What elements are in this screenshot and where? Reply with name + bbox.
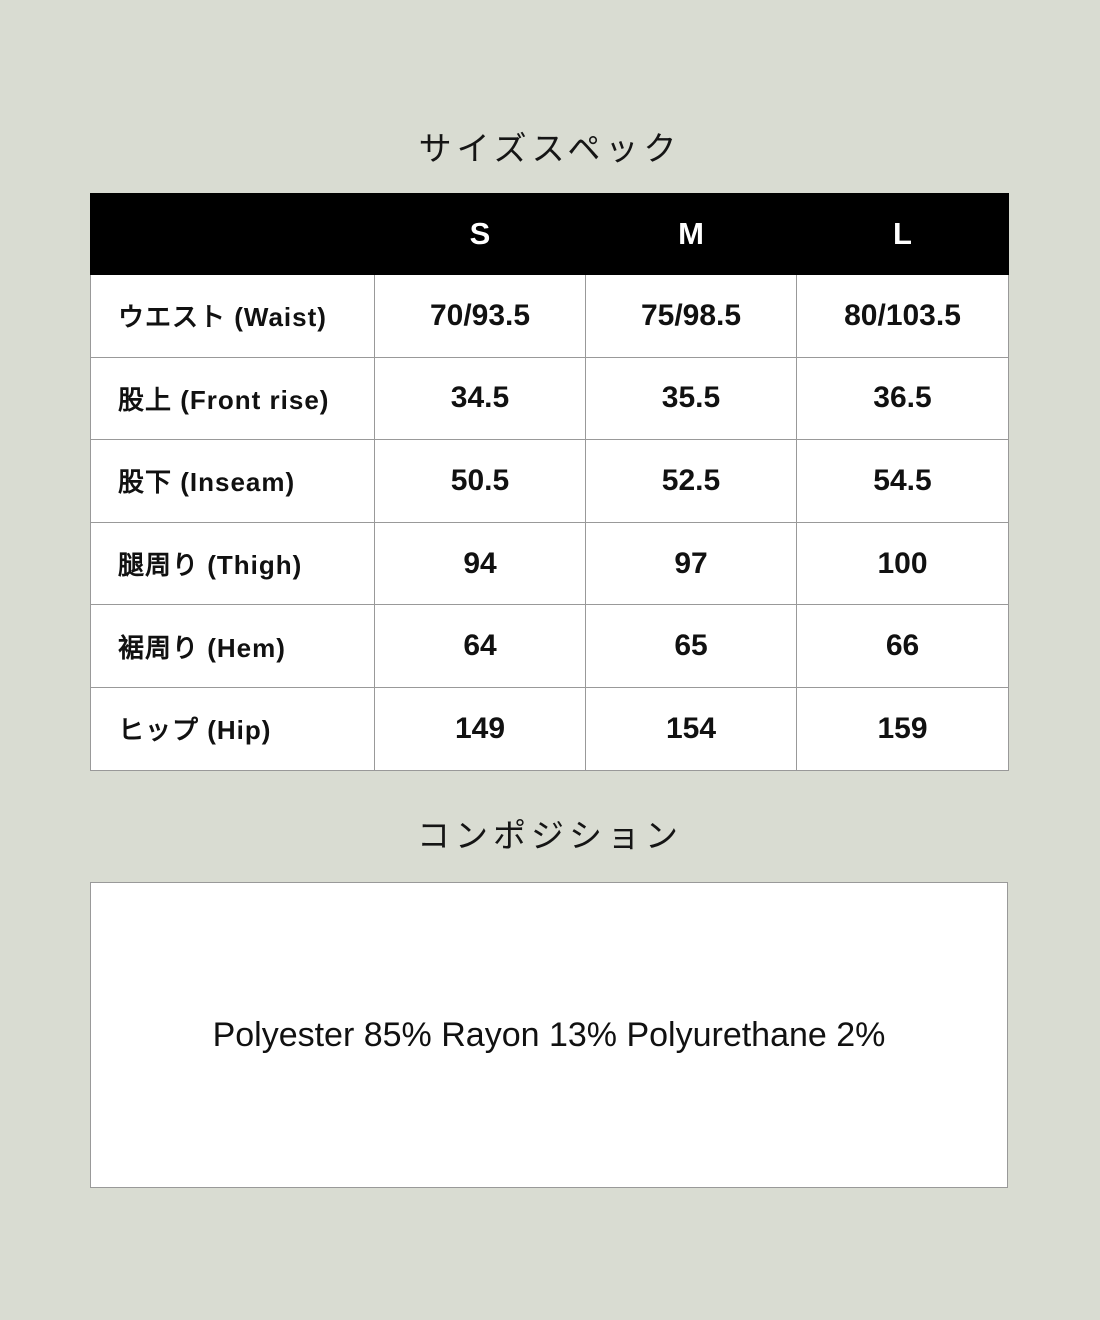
size-spec-row: 股下 (Inseam) 50.5 52.5 54.5 — [90, 439, 1009, 523]
measurement-value: 100 — [796, 521, 1009, 606]
measurement-value: 34.5 — [374, 356, 586, 441]
composition-text: Polyester 85% Rayon 13% Polyurethane 2% — [212, 1015, 886, 1054]
composition-box: Polyester 85% Rayon 13% Polyurethane 2% — [90, 882, 1008, 1188]
measurement-value: 159 — [796, 686, 1009, 771]
measurement-label: 裾周り (Hem) — [90, 604, 375, 688]
measurement-label: 股下 (Inseam) — [90, 439, 375, 523]
header-size-s: S — [374, 193, 586, 275]
measurement-value: 70/93.5 — [374, 274, 586, 358]
measurement-label: ヒップ (Hip) — [90, 686, 375, 771]
header-size-m: M — [585, 193, 797, 275]
header-size-l: L — [796, 193, 1009, 275]
measurement-value: 154 — [585, 686, 797, 771]
measurement-value: 35.5 — [585, 356, 797, 441]
size-spec-row: 腿周り (Thigh) 94 97 100 — [90, 521, 1009, 606]
measurement-label: 腿周り (Thigh) — [90, 521, 375, 606]
measurement-label: 股上 (Front rise) — [90, 356, 375, 441]
size-spec-title: サイズスペック — [418, 130, 682, 167]
measurement-value: 149 — [374, 686, 586, 771]
size-spec-row: 股上 (Front rise) 34.5 35.5 36.5 — [90, 356, 1009, 441]
composition-title: コンポジション — [417, 817, 683, 854]
measurement-value: 54.5 — [796, 439, 1009, 523]
measurement-label: ウエスト (Waist) — [90, 274, 375, 358]
measurement-value: 66 — [796, 604, 1009, 688]
measurement-value: 52.5 — [585, 439, 797, 523]
measurement-value: 94 — [374, 521, 586, 606]
measurement-value: 36.5 — [796, 356, 1009, 441]
measurement-value: 97 — [585, 521, 797, 606]
size-spec-header-row: S M L — [90, 193, 1009, 275]
header-empty-cell — [90, 193, 375, 275]
measurement-value: 65 — [585, 604, 797, 688]
measurement-value: 80/103.5 — [796, 274, 1009, 358]
measurement-value: 50.5 — [374, 439, 586, 523]
size-spec-row: ヒップ (Hip) 149 154 159 — [90, 686, 1009, 771]
size-spec-row: 裾周り (Hem) 64 65 66 — [90, 604, 1009, 688]
measurement-value: 75/98.5 — [585, 274, 797, 358]
size-spec-table: S M L ウエスト (Waist) 70/93.5 75/98.5 80/103.5… — [90, 193, 1009, 771]
measurement-value: 64 — [374, 604, 586, 688]
size-spec-row: ウエスト (Waist) 70/93.5 75/98.5 80/103.5 — [90, 274, 1009, 358]
